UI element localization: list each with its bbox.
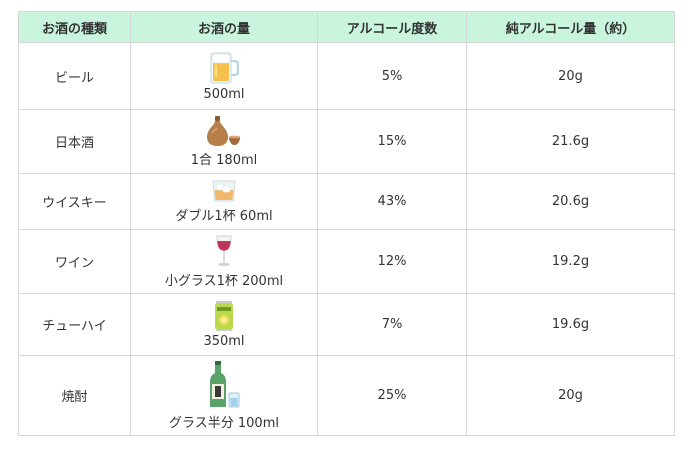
pure-alcohol-cell: 20g	[466, 42, 675, 110]
table-row: ビール 500ml 5% 20g	[18, 42, 675, 110]
table-row: チューハイ 350ml 7%	[18, 293, 675, 356]
alcohol-percentage-cell: 12%	[317, 229, 467, 294]
alcohol-percentage-cell: 7%	[317, 293, 467, 356]
drink-type-cell: ワイン	[18, 229, 131, 294]
wine-glass-icon	[214, 234, 234, 268]
sake-bottle-icon	[206, 115, 242, 147]
drink-type-cell: ビール	[18, 42, 131, 110]
alcohol-table: お酒の種類 お酒の量 アルコール度数 純アルコール量（約） ビール	[18, 11, 675, 436]
header-row: お酒の種類 お酒の量 アルコール度数 純アルコール量（約）	[18, 11, 675, 43]
table-row: ウイスキー ダブル1杯 60ml 43% 20.6g	[18, 173, 675, 230]
drink-amount-cell: 小グラス1杯 200ml	[130, 229, 318, 294]
alcohol-percentage-cell: 5%	[317, 42, 467, 110]
drink-type-cell: 日本酒	[18, 109, 131, 174]
drink-amount-cell: 500ml	[130, 42, 318, 110]
drink-amount-label: ダブル1杯 60ml	[175, 209, 273, 224]
drink-amount-label: 1合 180ml	[190, 153, 258, 168]
drink-type-cell: チューハイ	[18, 293, 131, 356]
drink-type-cell: ウイスキー	[18, 173, 131, 230]
shochu-bottle-icon	[207, 360, 241, 410]
table-row: 焼酎 グラス半分 100ml	[18, 355, 675, 436]
table-row: 日本酒 1合 180ml 15% 21.6g	[18, 109, 675, 174]
table-header: お酒の種類 お酒の量 アルコール度数 純アルコール量（約）	[18, 11, 675, 43]
drink-amount-label: 500ml	[203, 86, 245, 102]
drink-amount-label: 350ml	[203, 334, 245, 349]
header-alcohol-percentage: アルコール度数	[317, 11, 467, 43]
pure-alcohol-cell: 20.6g	[466, 173, 675, 230]
pure-alcohol-cell: 20g	[466, 355, 675, 436]
drink-amount-cell: 1合 180ml	[130, 109, 318, 174]
drink-amount-cell: 350ml	[130, 293, 318, 356]
header-drink-type: お酒の種類	[18, 11, 131, 43]
table-body: ビール 500ml 5% 20g	[18, 42, 675, 436]
alcohol-percentage-cell: 25%	[317, 355, 467, 436]
drink-amount-cell: グラス半分 100ml	[130, 355, 318, 436]
drink-type-cell: 焼酎	[18, 355, 131, 436]
whisky-glass-icon	[211, 179, 237, 203]
beer-mug-icon	[209, 51, 239, 85]
chuhai-can-icon	[213, 300, 235, 332]
header-drink-amount: お酒の量	[130, 11, 318, 43]
pure-alcohol-cell: 19.2g	[466, 229, 675, 294]
alcohol-percentage-cell: 15%	[317, 109, 467, 174]
drink-amount-cell: ダブル1杯 60ml	[130, 173, 318, 230]
drink-amount-label: 小グラス1杯 200ml	[164, 274, 284, 289]
pure-alcohol-cell: 21.6g	[466, 109, 675, 174]
alcohol-percentage-cell: 43%	[317, 173, 467, 230]
table-row: ワイン 小グラス1杯 200ml 12% 19.2g	[18, 229, 675, 294]
header-pure-alcohol: 純アルコール量（約）	[466, 11, 675, 43]
pure-alcohol-cell: 19.6g	[466, 293, 675, 356]
drink-amount-label: グラス半分 100ml	[169, 416, 279, 431]
